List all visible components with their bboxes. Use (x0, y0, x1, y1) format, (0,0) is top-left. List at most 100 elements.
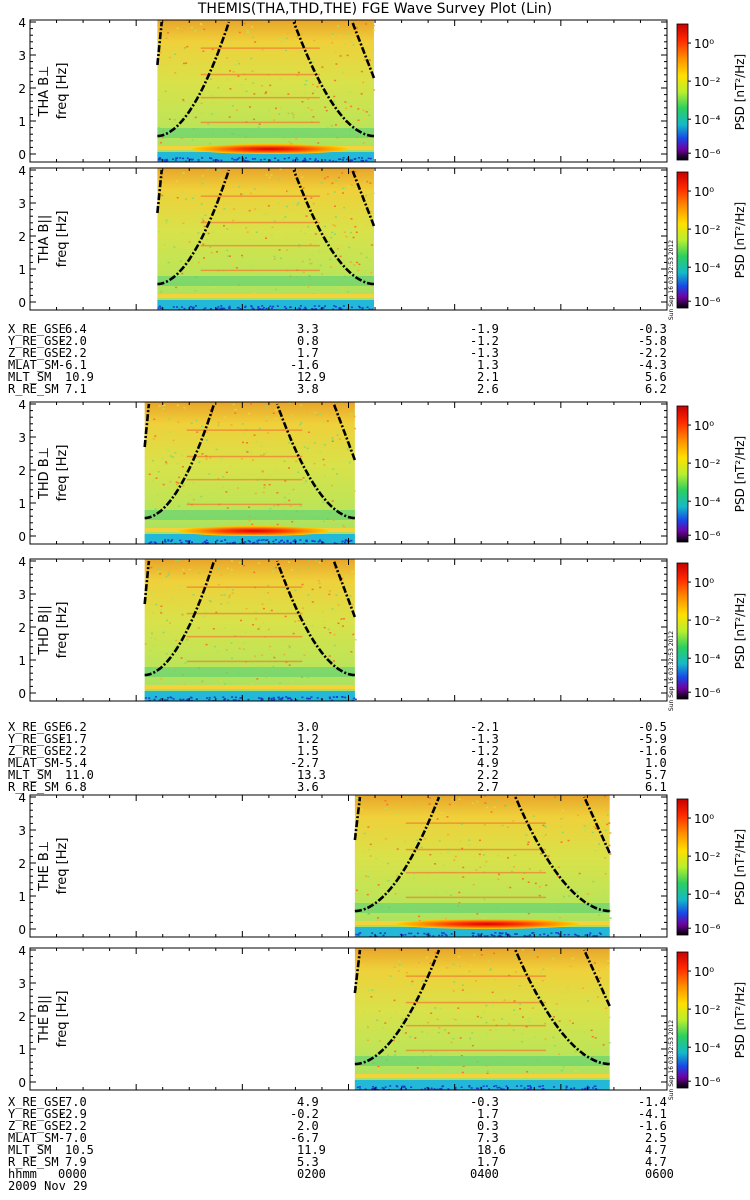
y-tick-label: 2 (18, 857, 26, 871)
spectrogram-panel-tha-bpar: 0 1 2 3 4 THA B|| freq [Hz] 10⁰ 10⁻² 10⁻⁴ 10⁻⁶ PSD … (18, 164, 747, 320)
ephemeris-value: -1.6 (638, 1119, 667, 1133)
ephemeris-row-label: X_RE_GSE (8, 322, 66, 336)
date-label: 2009 Nov 29 (8, 1179, 88, 1193)
ephemeris-value: 5.7 (645, 768, 667, 782)
colorbar (676, 951, 689, 1089)
ephemeris-value: 6.2 (65, 720, 87, 734)
colorbar (676, 562, 689, 700)
spectrogram-panel-thd-bpar: 0 1 2 3 4 THD B|| freq [Hz] 10⁰ 10⁻² 10⁻⁴ 10⁻⁶ PSD … (18, 555, 747, 711)
colorbar-tick-label: 10⁰ (694, 419, 714, 433)
y-tick-label: 2 (18, 82, 26, 96)
colorbar (676, 23, 689, 161)
ephemeris-value: 7.1 (65, 382, 87, 396)
ephemeris-row-label: MLAT_SM (8, 1131, 59, 1145)
model-curve (292, 21, 375, 138)
ephemeris-value: -6.7 (290, 1131, 319, 1145)
ephemeris-value: 1.7 (477, 1107, 499, 1121)
colorbar-tick-label: 10⁻⁶ (694, 686, 721, 700)
ephemeris-value: 7.9 (65, 1155, 87, 1169)
ephemeris-row-label: MLT_SM (8, 1143, 52, 1157)
ephemeris-value: -4.1 (638, 1107, 667, 1121)
y-tick-label: 4 (18, 791, 26, 805)
y-tick-label: 1 (18, 115, 26, 129)
ephemeris-value: 6.8 (65, 780, 87, 794)
colorbar-label: PSD [nT²/Hz] (733, 829, 747, 905)
y-axis-label: freq [Hz] (55, 63, 70, 120)
model-curve (275, 403, 355, 520)
colorbar-tick-label: 10⁰ (694, 576, 714, 590)
ephemeris-value: -2.2 (638, 346, 667, 360)
model-curve (156, 21, 163, 66)
panel-label: THE B⊥ (37, 841, 52, 892)
colorbar-tick-label: 10⁻⁶ (694, 1075, 721, 1089)
y-tick-label: 1 (18, 263, 26, 277)
ephemeris-row-label: MLAT_SM (8, 358, 59, 372)
y-axis-label: freq [Hz] (55, 445, 70, 502)
y-tick-label: 4 (18, 944, 26, 958)
model-curve (157, 21, 231, 138)
ephemeris-value: 13.3 (297, 768, 326, 782)
ephemeris-value: -1.6 (638, 744, 667, 758)
colorbar-tick-label: 10⁻⁶ (694, 147, 721, 161)
ephemeris-value: 2.1 (477, 370, 499, 384)
ephemeris-value: -2.7 (290, 756, 319, 770)
y-tick-label: 3 (18, 49, 26, 63)
colorbar-tick-label: 10⁻⁶ (694, 922, 721, 936)
ephemeris-value: 1.3 (477, 358, 499, 372)
colorbar (676, 798, 689, 936)
colorbar-tick-label: 10⁻² (694, 223, 721, 237)
colorbar (676, 405, 689, 543)
y-tick-label: 0 (18, 296, 26, 310)
model-curve (514, 796, 610, 913)
model-curve (156, 169, 163, 214)
y-tick-label: 1 (18, 497, 26, 511)
ephemeris-value: 11.0 (65, 768, 94, 782)
ephemeris-value: -1.6 (290, 358, 319, 372)
panel-label: THE B|| (37, 995, 52, 1044)
ephemeris-value: 2.0 (297, 1119, 319, 1133)
ephemeris-value: -2.9 (58, 1107, 87, 1121)
ephemeris-value: -4.3 (638, 358, 667, 372)
y-tick-label: 0 (18, 1076, 26, 1090)
colorbar-tick-label: 10⁻⁴ (694, 652, 721, 666)
ephemeris-value: 2.2 (477, 768, 499, 782)
ephemeris-value: -2.0 (58, 334, 87, 348)
ephemeris-value: 1.2 (297, 732, 319, 746)
spectrogram-data (354, 795, 610, 937)
colorbar-tick-label: 10⁻⁴ (694, 1041, 721, 1055)
spectrogram-panel-the-bpar: 0 1 2 3 4 THE B|| freq [Hz] 10⁰ 10⁻² 10⁻⁴ 10⁻⁶ PSD … (18, 944, 747, 1100)
panel-label: THD B⊥ (37, 447, 52, 500)
ephemeris-value: 12.9 (297, 370, 326, 384)
spectrogram-panel-the-bperp: 0 1 2 3 4 THE B⊥ freq [Hz] 10⁰ 10⁻² 10⁻⁴ 10⁻⁶ PSD [… (18, 791, 747, 938)
model-curve (351, 21, 376, 79)
ephemeris-value: -0.2 (290, 1107, 319, 1121)
model-curve (332, 403, 357, 461)
ephemeris-row-label: Z_RE_GSE (8, 346, 66, 360)
y-tick-label: 2 (18, 464, 26, 478)
ephemeris-row-label: R_RE_SM (8, 780, 59, 794)
chart-title: THEMIS(THA,THD,THE) FGE Wave Survey Plot… (197, 1, 553, 17)
ephemeris-value: 6.1 (645, 780, 667, 794)
ephemeris-value: 2.2 (65, 744, 87, 758)
ephemeris-value: 10.9 (65, 370, 94, 384)
y-tick-label: 0 (18, 148, 26, 162)
spectrogram-data (157, 20, 374, 162)
ephemeris-value: 4.9 (477, 756, 499, 770)
model-curve (354, 949, 441, 1066)
ephemeris-value: 2.7 (477, 780, 499, 794)
y-axis-label: freq [Hz] (55, 838, 70, 895)
y-tick-label: 4 (18, 555, 26, 569)
panel-label: THA B⊥ (37, 66, 52, 118)
ephemeris-value: -1.7 (58, 732, 87, 746)
ephemeris-value: 2.5 (645, 1131, 667, 1145)
y-axis-label: freq [Hz] (55, 602, 70, 659)
colorbar-tick-label: 10⁻² (694, 75, 721, 89)
ephemeris-row-label: MLT_SM (8, 370, 52, 384)
model-curve (353, 796, 362, 841)
y-tick-label: 2 (18, 621, 26, 635)
ephemeris-value: 2.2 (65, 1119, 87, 1133)
ephemeris-value: 1.7 (477, 1155, 499, 1169)
colorbar-tick-label: 10⁻⁴ (694, 495, 721, 509)
model-curve (583, 796, 611, 854)
